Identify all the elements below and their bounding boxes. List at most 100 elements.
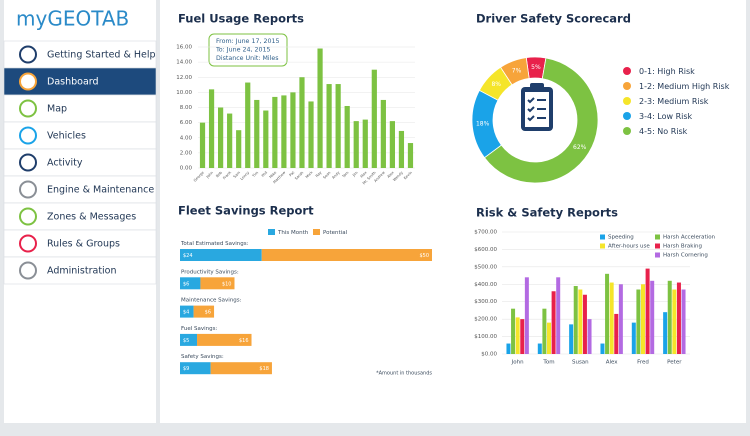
slice-label: 18% [476, 121, 490, 128]
bar [335, 84, 341, 168]
y-tick-label: 2.00 [180, 150, 193, 156]
bar [353, 121, 359, 168]
bar [290, 92, 296, 168]
bar [578, 289, 583, 354]
nav-icon [19, 153, 37, 172]
bar [227, 113, 233, 168]
logo[interactable]: myGEOTAB [16, 7, 129, 31]
nav-item[interactable]: Administration [3, 256, 157, 285]
nav-icon [19, 234, 37, 253]
slice-label: 62% [573, 144, 587, 151]
y-tick-label: 8.00 [180, 105, 193, 111]
tooltip-text: From: June 17, 2015 [216, 38, 279, 45]
bar [618, 284, 623, 354]
legend-label: Harsh Braking [663, 244, 702, 250]
legend-swatch [623, 67, 631, 75]
bar [605, 273, 610, 354]
chart-title: Fleet Savings Report [178, 204, 314, 218]
category-label: Safety Savings: [181, 354, 224, 360]
x-tick-label: Tim [251, 170, 260, 179]
x-tick-label: Ray [315, 170, 323, 178]
legend-swatch [600, 243, 605, 249]
legend-label: 1-2: Medium High Risk [639, 82, 730, 91]
nav-item[interactable]: Map [3, 94, 157, 123]
x-tick-label: Tom [341, 170, 350, 179]
nav-item[interactable]: Getting Started & Help [3, 40, 157, 69]
legend-swatch [655, 243, 660, 249]
bar-segment [200, 277, 235, 290]
nav-label: Administration [47, 266, 117, 277]
bar-segment [193, 305, 215, 318]
slice-label: 5% [531, 64, 541, 71]
nav-item-background [3, 175, 157, 204]
nav-label: Rules & Groups [47, 239, 120, 250]
bar [245, 82, 251, 168]
x-tick-label: Fred [637, 360, 649, 366]
nav-label: Dashboard [47, 77, 99, 88]
nav-item-background [3, 94, 157, 123]
legend-swatch [623, 127, 631, 135]
legend-label: Speeding [608, 235, 634, 241]
x-tick-label: John [205, 171, 214, 180]
bar-segment [180, 249, 262, 261]
nav-item[interactable]: Rules & Groups [3, 229, 157, 258]
nav-item[interactable]: Dashboard [3, 67, 157, 96]
nav-item[interactable]: Activity [3, 148, 157, 177]
x-tick-label: Frank [222, 170, 232, 180]
x-tick-label: Susan [572, 360, 589, 366]
bar [281, 95, 287, 168]
y-tick-label: $700.00 [474, 230, 497, 236]
nav-icon [19, 180, 37, 199]
value-label: $5 [183, 338, 189, 344]
donut-slice [483, 57, 599, 184]
nav-item[interactable]: Zones & Messages [3, 202, 157, 231]
nav-item[interactable]: Vehicles [3, 121, 157, 150]
bar [524, 277, 529, 354]
bar [263, 110, 269, 168]
nav-item-background [3, 229, 157, 258]
y-tick-label: 0.00 [180, 166, 193, 172]
nav-label: Map [47, 104, 67, 115]
bar [299, 77, 305, 168]
nav-label: Engine & Maintenance [47, 185, 154, 196]
bar [537, 343, 542, 354]
bar [218, 107, 224, 168]
y-tick-label: 10.00 [176, 90, 192, 96]
clipboard-icon [521, 83, 553, 131]
nav-icon [19, 99, 37, 118]
tooltip-text: Distance Unit: Miles [216, 55, 279, 62]
x-tick-label: John [511, 360, 524, 366]
legend-label: 0-1: High Risk [639, 67, 695, 76]
nav-item[interactable]: Engine & Maintenance [3, 175, 157, 204]
category-label: Fuel Savings: [181, 326, 217, 332]
x-tick-label: Lenny [240, 170, 251, 181]
nav-label: Getting Started & Help [47, 50, 156, 61]
bar-segment [210, 362, 272, 375]
legend-swatch [268, 229, 275, 235]
bar [631, 322, 636, 354]
tooltip-text: To: June 24, 2015 [215, 47, 271, 54]
nav-label: Zones & Messages [47, 212, 136, 223]
bar [362, 119, 368, 168]
bar [614, 313, 619, 354]
x-tick-label: Tom [542, 360, 554, 366]
bar [389, 121, 395, 168]
bar [547, 322, 551, 354]
chart-title: Risk & Safety Reports [476, 206, 618, 220]
category-label: Maintenance Savings: [181, 298, 242, 304]
bar [208, 89, 215, 168]
category-label: Total Estimated Savings: [180, 241, 249, 247]
legend-label: Harsh Acceleration [663, 235, 716, 241]
footnote: *Amount in thousands [376, 371, 432, 377]
y-tick-label: 14.00 [176, 60, 192, 66]
bar [506, 343, 511, 354]
bar [587, 319, 592, 354]
nav-label: Vehicles [47, 131, 86, 142]
slice-label: 8% [491, 81, 501, 88]
x-tick-label: Mike [269, 170, 278, 179]
bar [582, 294, 587, 354]
nav-icon [19, 45, 37, 64]
bar [551, 291, 556, 354]
value-label: $4 [183, 310, 189, 316]
legend-label: After-hours use [608, 244, 650, 250]
